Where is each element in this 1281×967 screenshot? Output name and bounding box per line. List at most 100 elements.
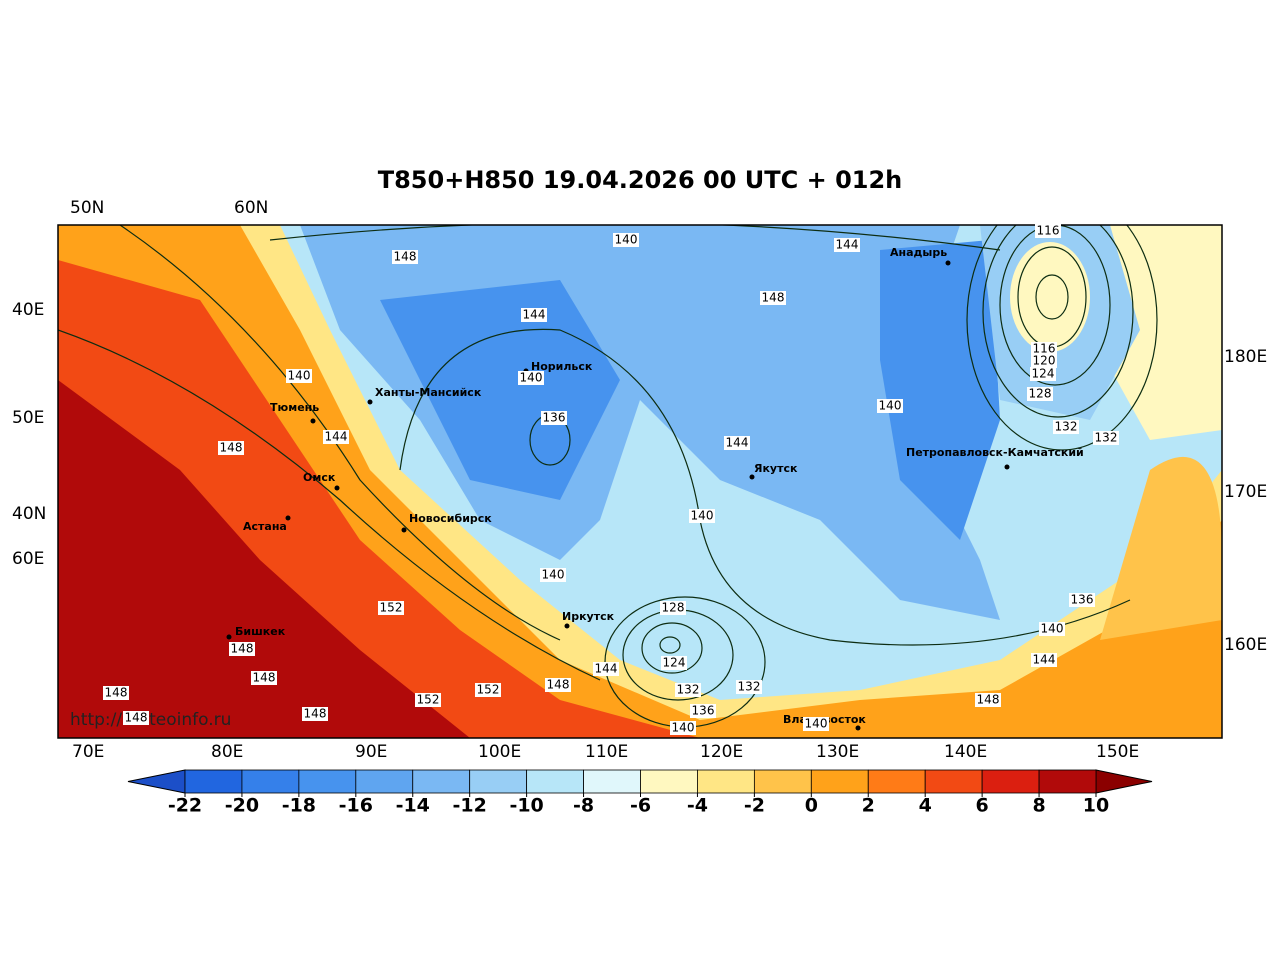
- colorbar-label: 6: [976, 795, 989, 817]
- colorbar-box: [753, 769, 812, 794]
- contour-label: 140: [691, 509, 714, 523]
- colorbar-label: 0: [805, 795, 818, 817]
- colorbar-box: [1038, 769, 1097, 794]
- colorbar-label: 8: [1032, 795, 1045, 817]
- colorbar-box: [412, 769, 471, 794]
- contour-label: 144: [523, 308, 546, 322]
- contour-label-box: [1031, 354, 1057, 368]
- city-label: Новосибирск: [409, 512, 492, 525]
- contour-label-box: [1035, 224, 1061, 238]
- contour-label-box: [1031, 653, 1057, 667]
- colorbar-label: -2: [744, 795, 765, 817]
- contour-label-box: [1093, 431, 1119, 445]
- contour-label: 140: [1041, 622, 1064, 636]
- map-frame: [57, 224, 1223, 739]
- city-label: Иркутск: [562, 610, 615, 623]
- city-label: Астана: [243, 520, 287, 533]
- contour-label-box: [1039, 622, 1065, 636]
- contour-label: 124: [1032, 367, 1055, 381]
- city-label: Тюмень: [270, 401, 319, 414]
- contour-label: 128: [1029, 387, 1052, 401]
- contour-label-box: [541, 411, 567, 425]
- contour-label-box: [302, 707, 328, 721]
- contour-label-box: [724, 436, 750, 450]
- contour-label-box: [323, 430, 349, 444]
- city-dot: [367, 399, 373, 405]
- contour-label-box: [518, 371, 544, 385]
- colorbar-box: [241, 769, 300, 794]
- colorbar-label: 4: [919, 795, 932, 817]
- contour-label-box: [378, 601, 404, 615]
- contour-label-box: [975, 693, 1001, 707]
- contour-label-box: [803, 717, 829, 731]
- colorbar-label: -6: [630, 795, 651, 817]
- contour-label: 144: [595, 662, 618, 676]
- city-label: Анадырь: [890, 246, 947, 259]
- colorbar-box: [184, 769, 243, 794]
- city-dot: [310, 418, 316, 424]
- contour-label: 140: [879, 399, 902, 413]
- city-dot: [564, 623, 570, 629]
- contour-label-box: [1030, 367, 1056, 381]
- lon-label: 60E: [12, 549, 44, 569]
- contour-label: 136: [543, 411, 566, 425]
- city-dot: [855, 725, 861, 731]
- colorbar-label: -12: [453, 795, 487, 817]
- contour-label-box: [545, 678, 571, 692]
- city-dot: [226, 634, 232, 640]
- watermark: http://meteoinfo.ru: [70, 710, 231, 730]
- contour-label-box: [521, 308, 547, 322]
- city-dot: [334, 485, 340, 491]
- lon-label: 70E: [72, 742, 104, 762]
- contour-label-box: [392, 250, 418, 264]
- colorbar-label: 2: [862, 795, 875, 817]
- contour-label-box: [540, 568, 566, 582]
- colorbar-box: [298, 769, 357, 794]
- contour-label-box: [475, 683, 501, 697]
- contour-label-box: [103, 686, 129, 700]
- city-label: Якутск: [754, 462, 798, 475]
- contour-label: 132: [677, 683, 700, 697]
- contour-label: 148: [220, 441, 243, 455]
- contour-label: 132: [738, 680, 761, 694]
- contour-label: 132: [1095, 431, 1118, 445]
- city-label: Петропавловск-Камчатский: [906, 446, 1084, 459]
- colorbar-label: -20: [225, 795, 259, 817]
- contour-label: 148: [304, 707, 327, 721]
- contour-label-box: [661, 656, 687, 670]
- lon-label: 80E: [211, 742, 243, 762]
- contour-label: 124: [663, 656, 686, 670]
- colorbar-box: [867, 769, 926, 794]
- lon-label: 170E: [1224, 482, 1267, 502]
- contour-label: 148: [762, 291, 785, 305]
- contour-label: 140: [288, 369, 311, 383]
- contour-label: 152: [380, 601, 403, 615]
- colorbar-box: [810, 769, 869, 794]
- contour-label-box: [1027, 387, 1053, 401]
- colorbar-box: [355, 769, 414, 794]
- contour-label-box: [660, 601, 686, 615]
- city-dot: [749, 474, 755, 480]
- contour-label-box: [834, 238, 860, 252]
- contour-label-box: [251, 671, 277, 685]
- lon-label: 160E: [1224, 635, 1267, 655]
- city-label: Норильск: [531, 360, 593, 373]
- lon-label: 110E: [585, 742, 628, 762]
- contour-label: 148: [977, 693, 1000, 707]
- colorbar-label: -16: [339, 795, 373, 817]
- city-label: Бишкек: [235, 625, 286, 638]
- city-dot: [285, 515, 291, 521]
- contour-label-box: [229, 642, 255, 656]
- contour-label: 148: [547, 678, 570, 692]
- city-label: Омск: [303, 471, 336, 484]
- map-title: T850+H850 19.04.2026 00 UTC + 012h: [378, 166, 903, 194]
- colorbar-box: [697, 769, 755, 794]
- contour-label-box: [593, 662, 619, 676]
- colorbar-box: [981, 769, 1040, 794]
- contour-label: 136: [692, 704, 715, 718]
- contour-label: 140: [672, 721, 695, 735]
- colorbar-label: -18: [282, 795, 316, 817]
- contour-label: 148: [394, 250, 417, 264]
- colorbar-box: [640, 769, 698, 794]
